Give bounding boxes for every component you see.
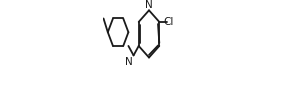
Text: N: N: [124, 57, 132, 67]
Text: N: N: [145, 0, 153, 10]
Text: Cl: Cl: [163, 17, 173, 27]
